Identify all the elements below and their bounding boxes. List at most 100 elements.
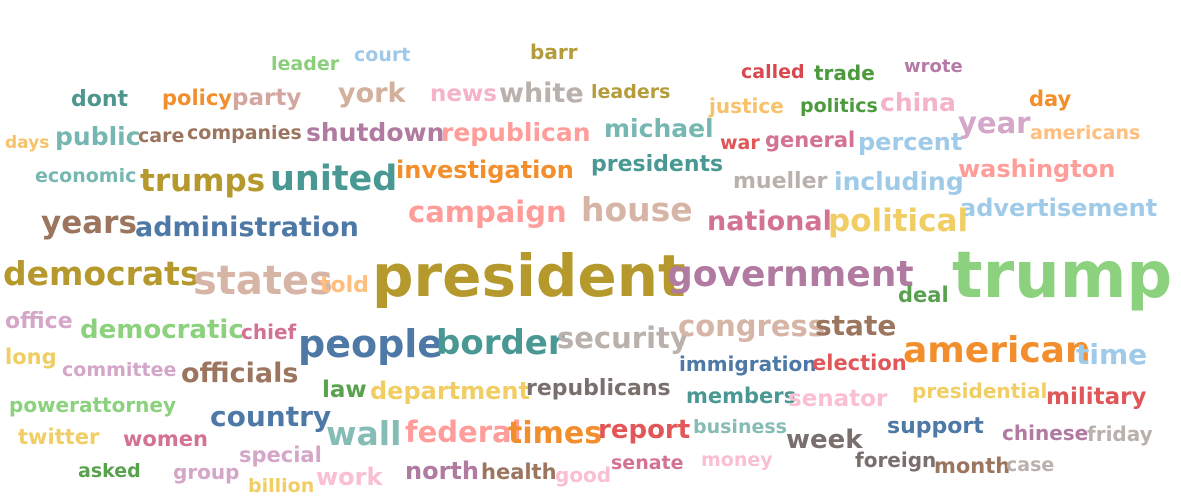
word-states: states	[193, 258, 333, 304]
word-companies: companies	[187, 122, 302, 144]
word-committee: committee	[62, 359, 177, 381]
word-support: support	[887, 414, 984, 439]
word-time: time	[1076, 338, 1148, 371]
word-special: special	[239, 443, 322, 467]
word-americans: americans	[1030, 122, 1141, 144]
word-money: money	[701, 449, 773, 471]
word-day: day	[1029, 87, 1072, 111]
word-white: white	[499, 78, 584, 109]
word-washington: washington	[958, 155, 1116, 183]
word-election: election	[812, 351, 907, 375]
word-general: general	[765, 128, 856, 152]
word-leader: leader	[271, 53, 340, 75]
word-campaign: campaign	[408, 195, 567, 229]
word-trade: trade	[814, 61, 875, 85]
word-policy: policy	[162, 86, 232, 110]
word-told: told	[320, 273, 369, 298]
word-state: state	[815, 309, 897, 342]
word-billion: billion	[248, 475, 315, 497]
word-including: including	[834, 167, 964, 196]
word-news: news	[430, 81, 497, 107]
word-trump: trump	[952, 239, 1173, 313]
word-american: american	[903, 330, 1091, 371]
word-people: people	[298, 322, 444, 366]
word-public: public	[55, 122, 141, 151]
word-north: north	[405, 457, 479, 485]
word-dont: dont	[71, 87, 129, 112]
word-wrote: wrote	[904, 56, 963, 77]
word-year: year	[958, 106, 1031, 140]
word-department: department	[370, 377, 530, 405]
word-officials: officials	[181, 358, 299, 389]
word-president: president	[372, 242, 686, 310]
word-foreign: foreign	[855, 448, 937, 472]
word-group: group	[173, 460, 240, 484]
word-asked: asked	[78, 460, 141, 482]
word-chinese: chinese	[1002, 421, 1089, 445]
word-friday: friday	[1087, 422, 1153, 446]
word-country: country	[210, 400, 332, 433]
word-justice: justice	[709, 94, 784, 118]
word-law: law	[322, 377, 367, 403]
word-congress: congress	[678, 309, 826, 343]
word-china: china	[880, 88, 956, 117]
word-times: times	[508, 416, 603, 451]
word-court: court	[354, 44, 411, 66]
word-leaders: leaders	[591, 81, 671, 103]
word-politics: politics	[800, 95, 878, 117]
word-military: military	[1046, 384, 1147, 410]
word-senate: senate	[611, 452, 684, 474]
word-party: party	[232, 85, 302, 111]
word-report: report	[598, 415, 691, 445]
word-women: women	[123, 427, 208, 451]
word-presidents: presidents	[591, 152, 724, 177]
word-national: national	[707, 206, 832, 237]
word-members: members	[686, 384, 797, 408]
word-month: month	[934, 454, 1011, 478]
word-health: health	[481, 460, 557, 484]
word-investigation: investigation	[396, 156, 574, 184]
word-economic: economic	[35, 165, 137, 187]
word-case: case	[1006, 454, 1055, 476]
word-deal: deal	[898, 283, 949, 307]
word-barr: barr	[530, 40, 578, 64]
word-war: war	[720, 132, 760, 154]
word-york: york	[338, 78, 406, 109]
word-shutdown: shutdown	[306, 118, 445, 147]
word-good: good	[555, 463, 612, 487]
word-wall: wall	[326, 414, 402, 453]
word-administration: administration	[135, 212, 359, 243]
word-democratic: democratic	[80, 315, 244, 345]
word-twitter: twitter	[18, 425, 100, 449]
word-advertisement: advertisement	[960, 194, 1158, 222]
word-chief: chief	[241, 320, 297, 344]
word-care: care	[138, 125, 185, 147]
word-house: house	[581, 190, 693, 229]
word-presidential: presidential	[912, 379, 1048, 403]
word-trumps: trumps	[140, 163, 266, 199]
word-republicans: republicans	[526, 376, 671, 401]
word-work: work	[316, 463, 383, 491]
word-immigration: immigration	[679, 352, 817, 376]
word-senator: senator	[788, 386, 888, 412]
word-week: week	[786, 425, 863, 455]
word-called: called	[741, 61, 805, 83]
word-political: political	[828, 203, 969, 239]
word-office: office	[5, 309, 73, 334]
word-days: days	[5, 133, 50, 153]
word-years: years	[41, 205, 137, 241]
word-security: security	[557, 321, 689, 355]
word-government: government	[667, 254, 914, 295]
word-business: business	[693, 416, 787, 438]
word-democrats: democrats	[3, 254, 200, 293]
word-powerattorney: powerattorney	[9, 393, 177, 417]
word-border: border	[436, 323, 565, 363]
word-long: long	[5, 345, 57, 369]
word-republican: republican	[441, 118, 591, 147]
word-mueller: mueller	[733, 169, 828, 194]
word-percent: percent	[858, 128, 963, 156]
word-michael: michael	[604, 114, 714, 143]
word-federal: federal	[405, 415, 522, 449]
word-united: united	[270, 159, 398, 199]
